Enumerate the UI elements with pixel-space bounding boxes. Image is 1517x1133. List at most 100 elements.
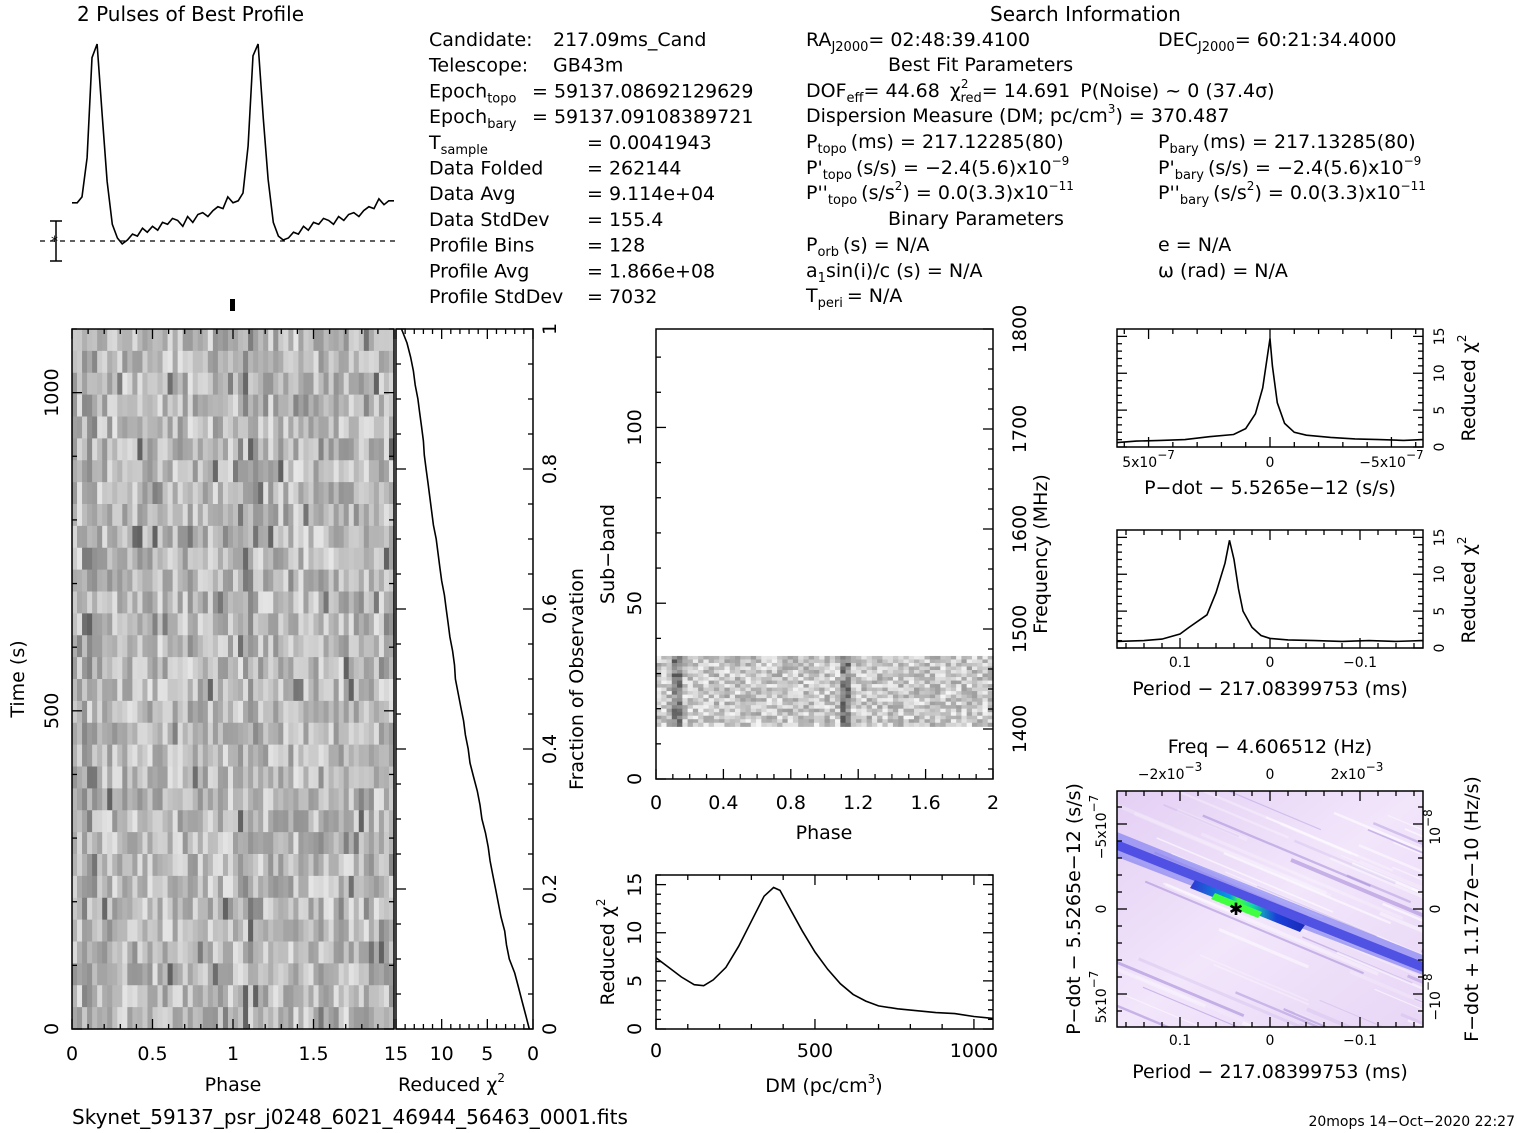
heatmap-cell [182,875,189,899]
heatmap-cell [353,394,360,418]
heatmap-cell [798,680,805,685]
heatmap-cell [787,694,794,699]
heatmap-cell [182,394,189,418]
heatmap-cell [112,613,118,636]
heatmap-cell [903,677,910,682]
heatmap-cell [729,687,736,692]
subband-ylabel: Sub−band [597,504,619,604]
heatmap-cell [278,722,284,746]
heatmap-cell [882,701,889,706]
heatmap-cell [956,680,963,685]
heatmap-cell [127,372,133,396]
heatmap-cell [829,694,836,699]
heatmap-cell [950,719,957,724]
heatmap-cell [273,700,279,724]
heatmap-cell [127,788,133,811]
heatmap-cell [877,719,884,724]
heatmap-cell [102,350,108,374]
heatmap-cell [338,1007,345,1030]
heatmap-cell [929,708,936,713]
heatmap-cell [687,687,694,692]
best-fit-marker: ✱ [1229,900,1243,920]
heatmap-cell [77,460,83,483]
heatmap-cell [945,673,952,678]
heatmap-cell [803,722,810,727]
heatmap-cell [293,744,300,768]
heatmap-cell [343,766,350,789]
tick-label: 0.8 [776,792,806,814]
heatmap-cell [162,591,169,614]
heatmap-cell [102,329,108,352]
heatmap-cell [787,698,794,703]
heatmap-cell [268,394,274,418]
heatmap-cell [77,722,83,746]
heatmap-cell [117,591,123,614]
heatmap-cell [882,662,889,668]
heatmap-cell [734,666,741,671]
heatmap-cell [217,963,224,986]
heatmap-cell [323,591,330,614]
heatmap-cell [308,744,315,768]
heatmap-cell [222,394,229,418]
heatmap-cell [803,677,810,682]
footer-stamp: 20mops 14−Oct−2020 22:27 [1308,1114,1515,1130]
heatmap-cell [162,985,169,1008]
heatmap-cell [792,666,799,671]
heatmap-cell [373,613,380,636]
heatmap-cell [127,525,133,549]
heatmap-cell [137,744,144,768]
heatmap-cell [293,482,300,505]
heatmap-cell [666,673,673,678]
heatmap-cell [313,941,320,964]
heatmap-cell [914,684,920,689]
search-info: RAJ2000= 02:48:39.4100 DECJ2000= 60:21:3… [805,29,1426,311]
heatmap-cell [217,525,224,549]
heatmap-cell [734,680,741,685]
heatmap-cell [167,897,174,921]
heatmap-cell [363,416,370,439]
heatmap-cell [740,659,747,664]
heatmap-cell [243,788,249,811]
heatmap-cell [671,655,678,661]
heatmap-cell [263,941,269,964]
heatmap-cell [368,1007,375,1030]
heatmap-cell [248,744,254,768]
heatmap-cell [303,963,310,986]
heatmap-cell [167,438,174,461]
heatmap-cell [328,657,335,680]
heatmap-cell [792,670,799,675]
heatmap-cell [656,715,662,720]
heatmap-cell [887,698,894,703]
heatmap-cell [253,766,259,789]
heatmap-cell [656,701,662,706]
info-row-value: = 1.866e+08 [587,260,715,282]
heatmap-cell [82,482,88,505]
heatmap-cell [338,504,345,527]
heatmap-cell [982,694,989,699]
heatmap-cell [388,700,395,724]
heatmap-cell [661,694,668,699]
heatmap-cell [740,691,747,696]
heatmap-cell [713,673,720,678]
tick-label: 0 [1094,905,1110,914]
heatmap-cell [363,1007,370,1030]
heatmap-cell [147,394,154,418]
heatmap-cell [288,854,294,877]
heatmap-cell [197,635,204,658]
heatmap-cell [273,744,279,768]
heatmap-cell [222,875,229,899]
heatmap-cell [935,708,941,713]
heatmap-cell [756,708,762,713]
heatmap-cell [940,666,947,671]
heatmap-cell [348,679,355,702]
heatmap-cell [102,635,108,658]
heatmap-cell [147,875,154,899]
heatmap-cell [308,482,315,505]
heatmap-cell [258,657,264,680]
heatmap-cell [263,416,269,439]
heatmap-cell [132,350,139,374]
tick-label: −10−8 [1421,973,1444,1020]
heatmap-cell [378,897,385,921]
period-pdot-map [1117,791,1423,1027]
